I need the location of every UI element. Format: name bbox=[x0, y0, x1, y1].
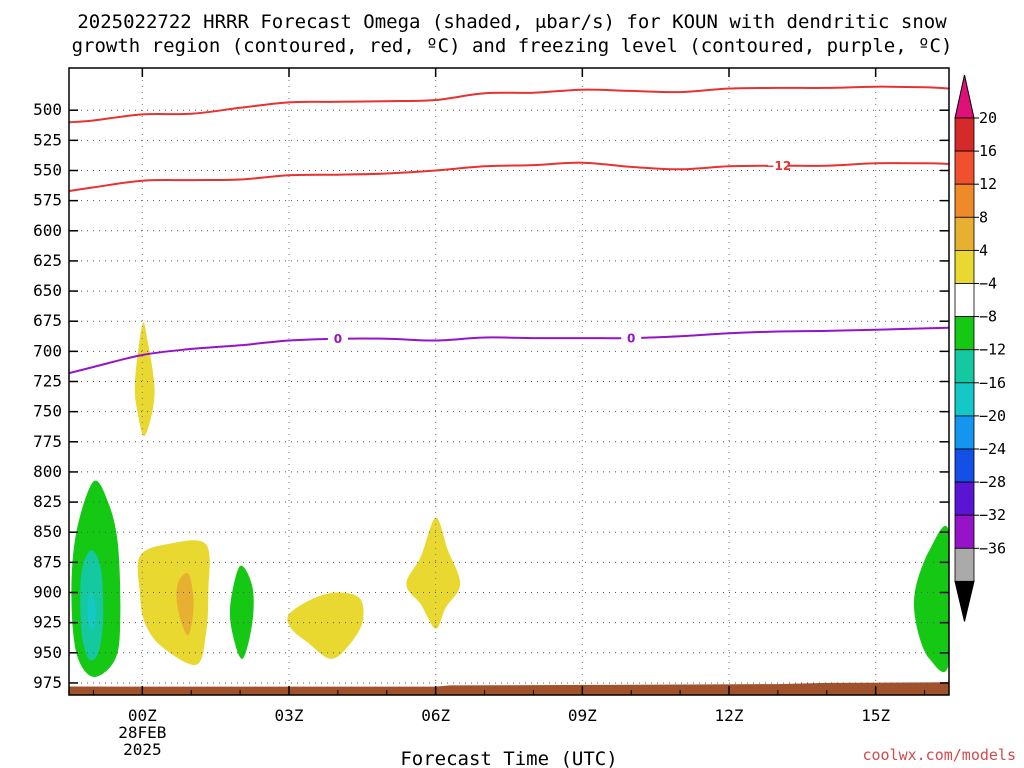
omega-region-4 bbox=[137, 540, 210, 666]
colorbar-label: −32 bbox=[979, 506, 1006, 524]
colorbar-label: −12 bbox=[979, 341, 1006, 359]
plot-area: −12 0 0 bbox=[69, 68, 949, 695]
x-tick-label: 00Z bbox=[128, 706, 157, 725]
y-tick-label: 700 bbox=[33, 341, 62, 360]
x-tick-label: 15Z bbox=[861, 706, 890, 725]
x-tick-label: 09Z bbox=[568, 706, 597, 725]
chart-title-line-2: growth region (contoured, red, ºC) and f… bbox=[72, 35, 953, 57]
contour-line-2 bbox=[69, 326, 949, 375]
colorbar-swatch bbox=[954, 183, 975, 218]
y-tick-label: 550 bbox=[33, 160, 62, 179]
contour-lines: −12 0 0 bbox=[69, 85, 949, 375]
colorbar-label: 20 bbox=[979, 109, 997, 127]
y-tick-label: 750 bbox=[33, 402, 62, 421]
y-tick-label: 575 bbox=[33, 191, 62, 210]
grid-lines bbox=[69, 68, 949, 695]
colorbar-label: −4 bbox=[979, 275, 997, 293]
x-tick-label: 28FEB bbox=[118, 723, 166, 742]
colorbar-label: 8 bbox=[979, 208, 988, 226]
colorbar-swatch bbox=[954, 448, 975, 483]
y-tick-label: 725 bbox=[33, 372, 62, 391]
colorbar-label: −28 bbox=[979, 473, 1006, 491]
colorbar-label: −16 bbox=[979, 374, 1006, 392]
omega-shading-layer bbox=[71, 322, 949, 677]
omega-region-6 bbox=[229, 565, 254, 659]
y-tick-label: 600 bbox=[33, 221, 62, 240]
contour-label: 0 bbox=[627, 332, 635, 346]
colorbar-swatch bbox=[954, 249, 975, 284]
y-tick-label: 800 bbox=[33, 462, 62, 481]
colorbar-label: −36 bbox=[979, 539, 1006, 557]
colorbar-swatch bbox=[954, 283, 975, 317]
y-tick-label: 525 bbox=[33, 130, 62, 149]
colorbar-swatch bbox=[954, 514, 975, 549]
y-tick-label: 625 bbox=[33, 251, 62, 270]
chart-title-line-1: 2025022722 HRRR Forecast Omega (shaded, … bbox=[77, 11, 947, 33]
contour-label-background bbox=[621, 330, 642, 347]
y-tick-label: 900 bbox=[33, 583, 62, 602]
colorbar-swatch bbox=[954, 547, 975, 582]
x-tick-label: 03Z bbox=[275, 706, 304, 725]
colorbar-label: −20 bbox=[979, 407, 1006, 425]
y-tick-label: 825 bbox=[33, 492, 62, 511]
colorbar-label: −24 bbox=[979, 440, 1006, 458]
pressure-axis: 500 525 550 575 600 625 650 675 700 725 750 775 800 8… bbox=[33, 100, 949, 692]
contour-line-0 bbox=[69, 85, 949, 124]
y-tick-label: 675 bbox=[33, 311, 62, 330]
colorbar-swatch bbox=[954, 382, 975, 417]
colorbar-label: 12 bbox=[979, 175, 997, 193]
colorbar-swatch bbox=[954, 117, 975, 152]
colorbar-swatch bbox=[954, 316, 975, 351]
x-tick-label: 06Z bbox=[421, 706, 450, 725]
colorbar-label: −8 bbox=[979, 308, 997, 326]
omega-region-0 bbox=[134, 322, 155, 437]
y-tick-label: 850 bbox=[33, 522, 62, 541]
x-tick-label: 2025 bbox=[123, 740, 162, 759]
colorbar-bottom-arrow bbox=[954, 580, 975, 622]
colorbar-swatch bbox=[954, 481, 975, 516]
colorbar-swatch bbox=[954, 415, 975, 450]
credit-text: coolwx.com/models bbox=[862, 746, 1016, 764]
omega-region-7 bbox=[287, 592, 364, 659]
contour-label-background bbox=[767, 157, 788, 174]
contour-label: −12 bbox=[765, 159, 792, 173]
x-tick-label: 12Z bbox=[715, 706, 744, 725]
colorbar-label: 4 bbox=[979, 241, 988, 259]
colorbar-swatch bbox=[954, 349, 975, 384]
contour-label: 0 bbox=[334, 332, 342, 346]
y-tick-label: 950 bbox=[33, 643, 62, 662]
colorbar-swatch bbox=[954, 150, 975, 185]
y-tick-label: 775 bbox=[33, 432, 62, 451]
omega-colorbar: 20 16 12 8 4 −4 −8 −12 −16 −20 −24 −28 −32 −36 bbox=[954, 74, 1006, 622]
omega-region-5 bbox=[176, 573, 194, 636]
y-tick-label: 650 bbox=[33, 281, 62, 300]
y-tick-label: 975 bbox=[33, 673, 62, 692]
omega-region-8 bbox=[406, 517, 461, 629]
colorbar-swatch bbox=[954, 216, 975, 251]
omega-region-3 bbox=[87, 592, 96, 630]
colorbar-top-arrow bbox=[954, 74, 975, 119]
contour-line-1 bbox=[69, 161, 949, 192]
x-axis-label: Forecast Time (UTC) bbox=[400, 748, 617, 768]
y-tick-label: 500 bbox=[33, 100, 62, 119]
contour-label-background bbox=[327, 330, 348, 347]
y-tick-label: 925 bbox=[33, 613, 62, 632]
y-tick-label: 875 bbox=[33, 552, 62, 571]
colorbar-label: 16 bbox=[979, 142, 997, 160]
